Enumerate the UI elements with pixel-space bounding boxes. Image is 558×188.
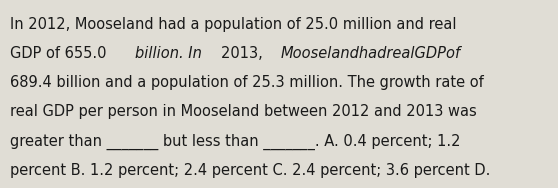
Text: 689.4 billion and a population of 25.3 million. The growth rate of: 689.4 billion and a population of 25.3 m… [10, 75, 484, 90]
Text: GDP of 655.0: GDP of 655.0 [10, 46, 107, 61]
Text: real GDP per person in Mooseland between 2012 and 2013 was: real GDP per person in Mooseland between… [10, 104, 477, 119]
Text: billion. In: billion. In [134, 46, 201, 61]
Text: In 2012, Mooseland had a population of 25.0 million and real: In 2012, Mooseland had a population of 2… [10, 17, 456, 32]
Text: MooselandhadrealGDPof: MooselandhadrealGDPof [281, 46, 461, 61]
Text: percent B. 1.2 percent; 2.4 percent C. 2.4 percent; 3.6 percent D.: percent B. 1.2 percent; 2.4 percent C. 2… [10, 163, 490, 178]
Text: greater than _______ but less than _______. A. 0.4 percent; 1.2: greater than _______ but less than _____… [10, 133, 460, 150]
Text: 2013,: 2013, [221, 46, 267, 61]
